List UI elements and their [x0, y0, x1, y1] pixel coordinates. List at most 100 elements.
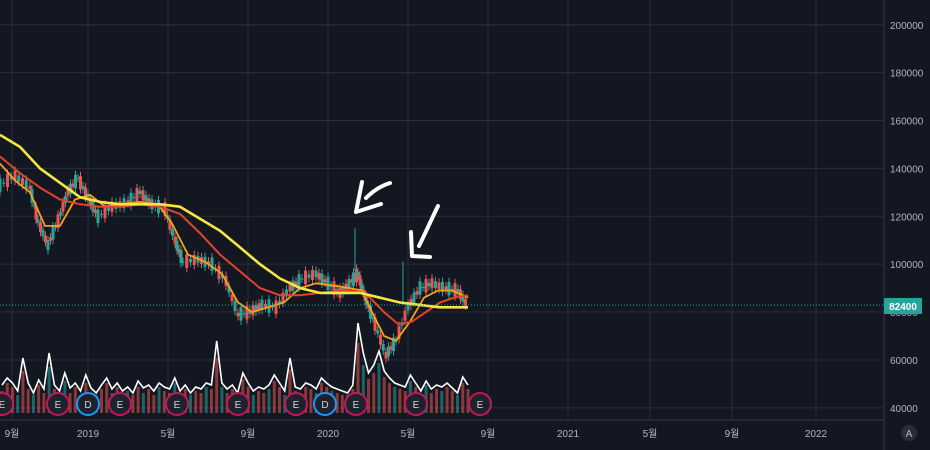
earnings-marker[interactable]: E: [468, 392, 492, 416]
scale-mode-label: A: [906, 429, 913, 440]
candle-body: [424, 279, 428, 293]
candle-body: [329, 285, 333, 287]
y-tick-label: 200000: [890, 21, 924, 32]
candle-body: [44, 235, 47, 243]
last-price-text: 82400: [889, 302, 917, 313]
candle-body: [9, 176, 13, 180]
x-tick-label: 2021: [557, 429, 580, 440]
earnings-marker[interactable]: E: [344, 392, 368, 416]
volume-bar: [42, 393, 46, 413]
candle-body: [323, 279, 327, 283]
dividend-marker[interactable]: D: [76, 392, 100, 416]
volume-bar: [340, 395, 344, 413]
earnings-marker[interactable]: E: [108, 392, 132, 416]
volume-bar: [267, 389, 271, 413]
annotations: [354, 180, 440, 259]
volume-bar: [456, 395, 460, 413]
volume-bar: [26, 389, 30, 413]
volume-bar: [461, 383, 465, 413]
candle-body: [453, 283, 457, 297]
volume-bar: [162, 391, 166, 413]
volume-line: [1, 322, 469, 395]
earnings-marker[interactable]: E: [165, 392, 189, 416]
candle-body: [264, 303, 267, 308]
y-tick-label: 60000: [890, 356, 918, 367]
candle-body: [175, 240, 179, 251]
candle-body: [304, 270, 307, 285]
candle-body: [100, 213, 103, 215]
candle-body: [326, 276, 330, 291]
dividend-marker[interactable]: D: [313, 392, 337, 416]
candle-body: [17, 175, 21, 182]
y-tick-label: 180000: [890, 69, 924, 80]
y-tick-label: 120000: [890, 212, 924, 223]
candle-body: [297, 274, 301, 288]
earnings-marker[interactable]: E: [284, 392, 308, 416]
candle-body: [181, 261, 185, 263]
candle-body: [360, 283, 364, 291]
volume-bar: [257, 391, 261, 413]
candle-body: [427, 282, 431, 287]
candle-body: [421, 286, 425, 288]
candle-body: [230, 294, 234, 302]
candle-body: [107, 207, 110, 211]
volume-bar: [367, 379, 371, 413]
volume-bar: [199, 393, 203, 413]
candle-body: [147, 197, 151, 205]
candle-body: [89, 198, 92, 206]
candle-body: [132, 197, 136, 199]
candle-body: [32, 204, 36, 206]
candle-body: [397, 325, 401, 340]
candle-body: [173, 236, 177, 244]
candle-body: [24, 179, 28, 190]
candle-body: [384, 351, 388, 359]
volume-bar: [136, 387, 140, 413]
candle-body: [61, 201, 65, 212]
x-tick-label: 2019: [77, 429, 100, 440]
x-tick-label: 2020: [317, 429, 340, 440]
event-marker-label: E: [117, 400, 124, 411]
ma-fast-line: [0, 163, 469, 342]
volume-bar: [157, 387, 161, 413]
earnings-marker[interactable]: E: [46, 392, 70, 416]
event-marker-label: E: [235, 400, 242, 411]
grid: [0, 0, 884, 420]
y-tick-label: 100000: [890, 260, 924, 271]
volume-bar: [220, 387, 224, 413]
candle-body: [288, 284, 292, 292]
candle-body: [74, 174, 77, 189]
event-marker-label: E: [174, 400, 181, 411]
volume-bar: [440, 391, 444, 413]
candle-body: [379, 334, 382, 345]
earnings-marker[interactable]: E: [0, 392, 14, 416]
candle-body: [369, 305, 372, 319]
volume-bar: [356, 343, 360, 413]
event-marker-label: E: [0, 400, 6, 411]
candle-body: [207, 261, 210, 265]
candle-body: [447, 282, 451, 296]
candle-body: [281, 292, 285, 303]
y-tick-label: 40000: [890, 404, 918, 415]
candle-body: [36, 219, 40, 223]
volume-bar: [309, 389, 313, 413]
last-price-badge: [884, 298, 922, 314]
candle-body: [64, 196, 67, 203]
event-marker-label: E: [293, 400, 300, 411]
earnings-marker[interactable]: E: [226, 392, 250, 416]
volume-bar: [37, 385, 41, 413]
candle-body: [245, 305, 249, 320]
candle-body: [415, 291, 419, 295]
candle-body: [239, 307, 243, 321]
volume-bar: [152, 395, 156, 413]
candle-body: [189, 258, 192, 263]
scale-mode-button[interactable]: A: [901, 425, 917, 441]
candle-body: [233, 301, 237, 312]
annotation-arrow-1: [354, 180, 392, 214]
volume-bar: [393, 387, 397, 413]
earnings-marker[interactable]: E: [404, 392, 428, 416]
x-tick-label: 9월: [241, 428, 256, 440]
candle-body: [257, 303, 261, 311]
